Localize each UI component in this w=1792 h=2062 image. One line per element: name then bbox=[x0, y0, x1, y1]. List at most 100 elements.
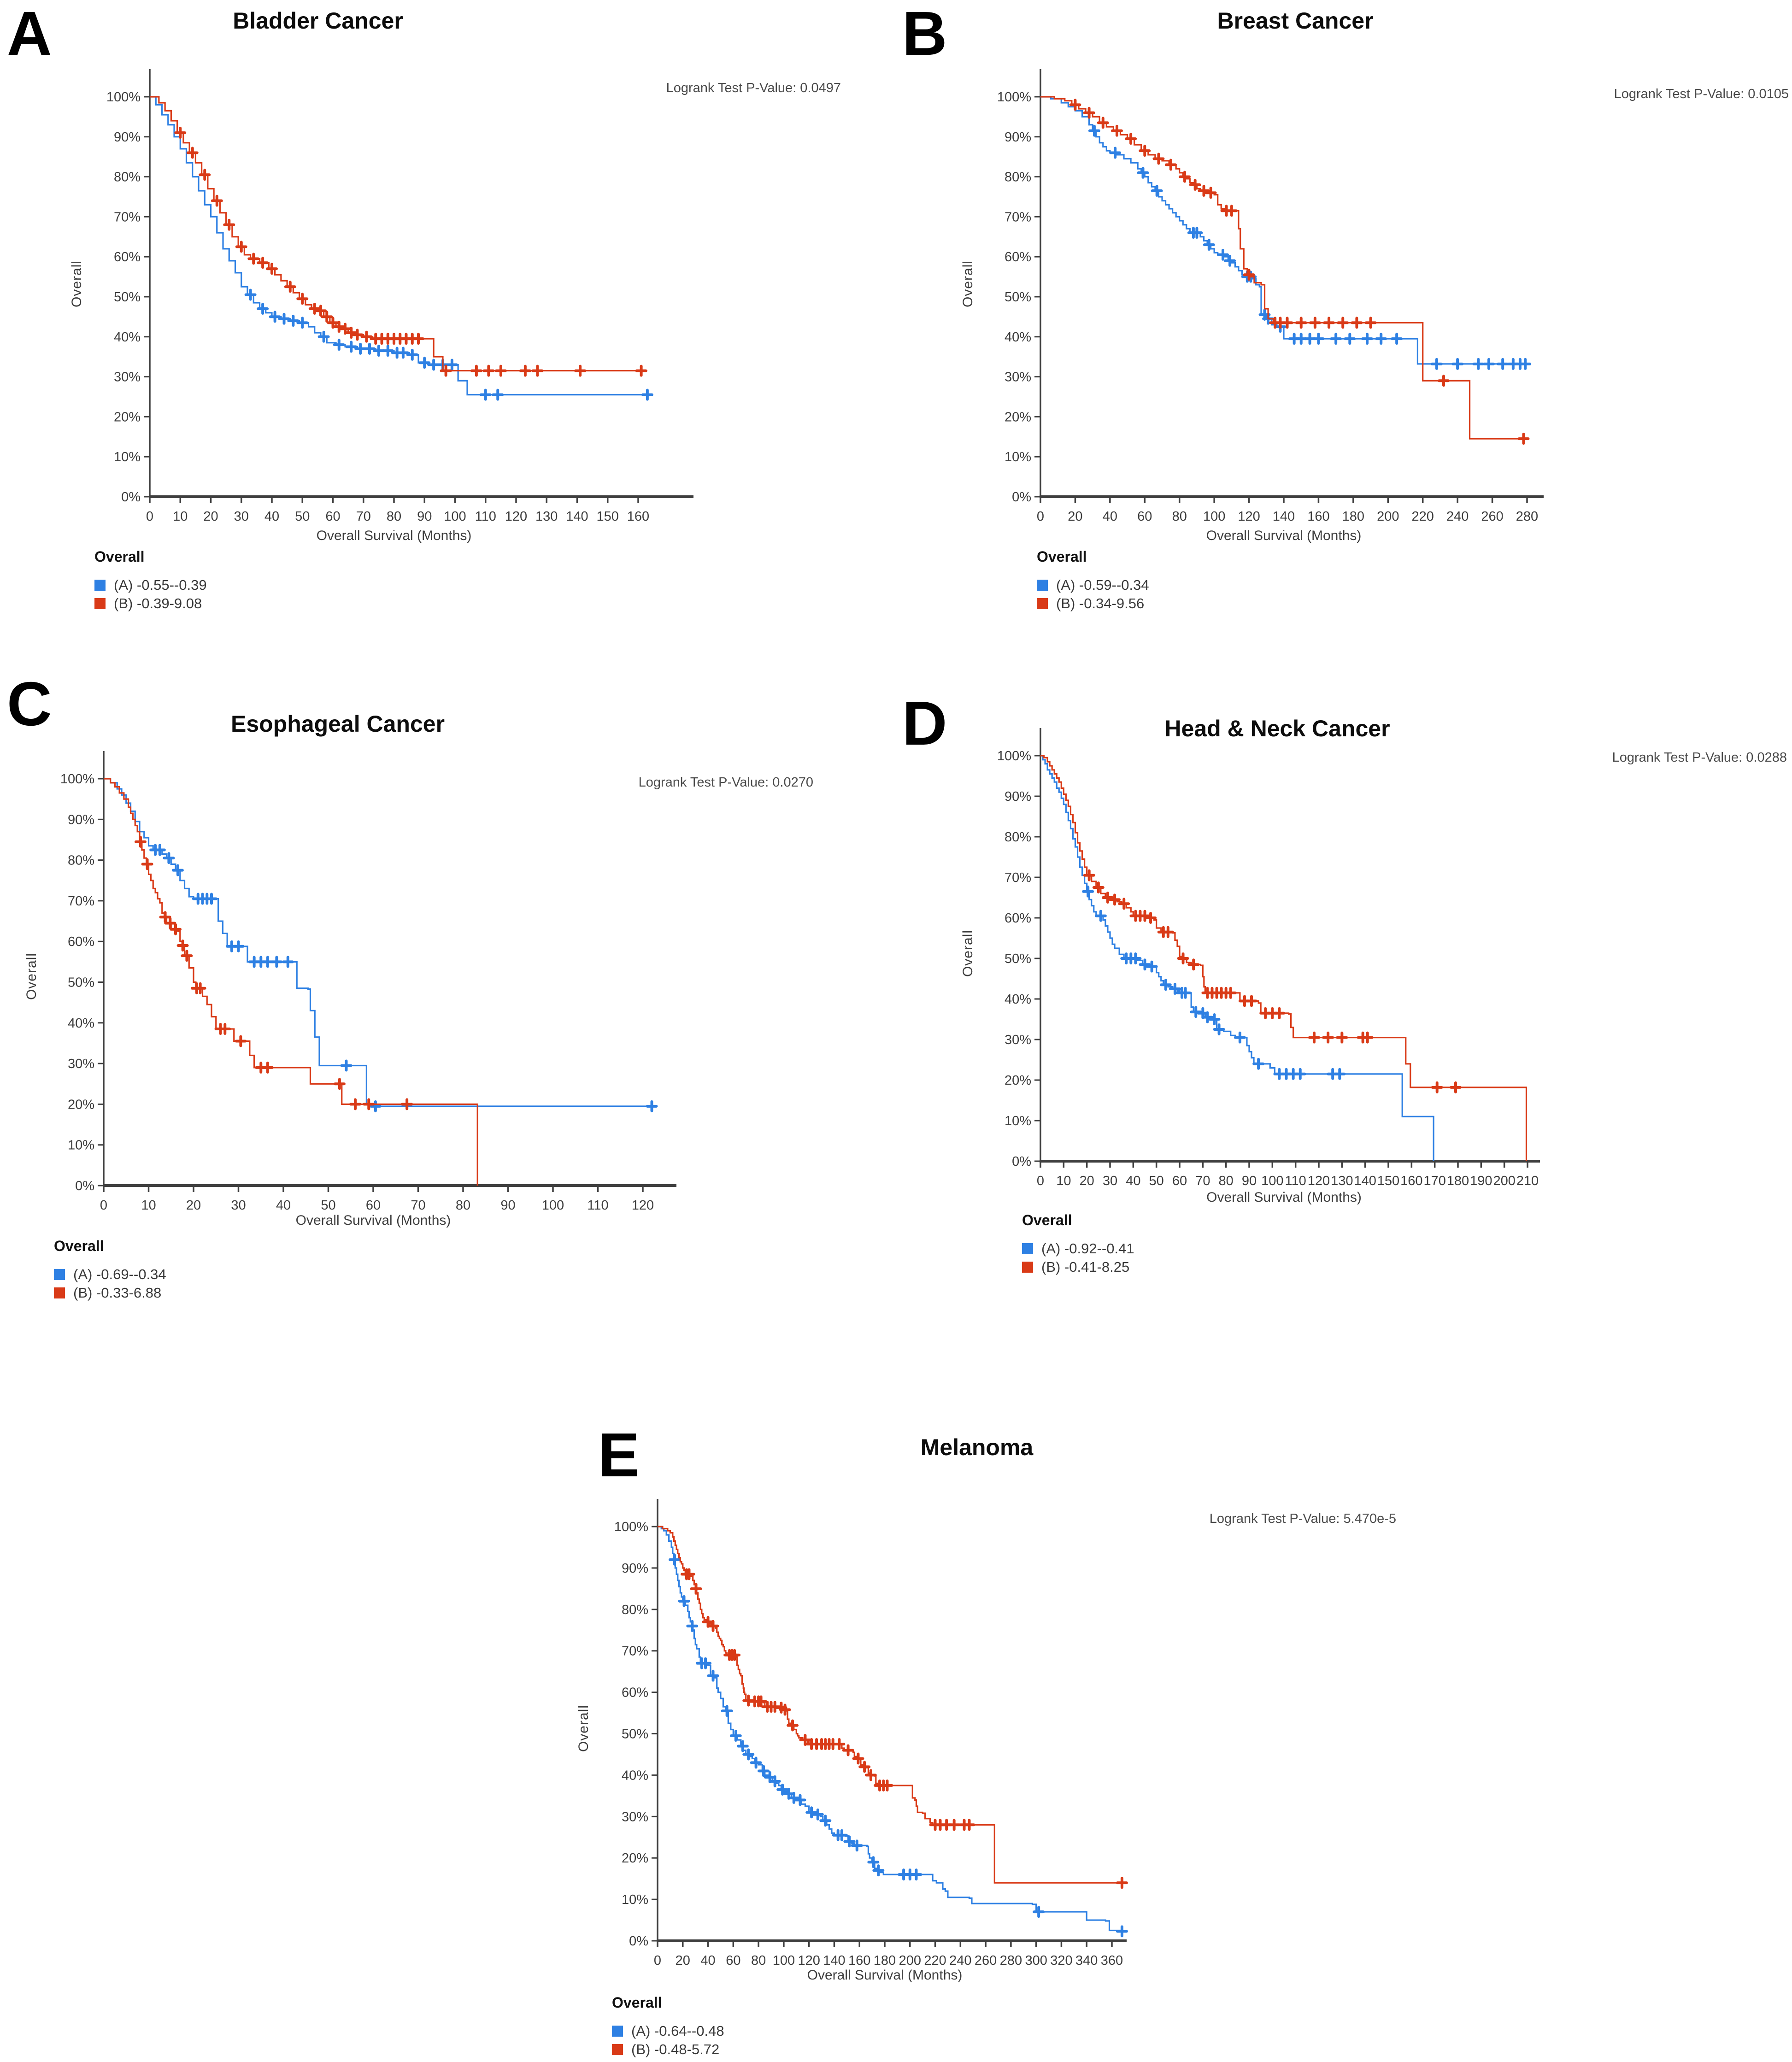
svg-text:160: 160 bbox=[627, 509, 649, 524]
legend-title: Overall bbox=[54, 1238, 104, 1254]
svg-text:40: 40 bbox=[264, 509, 279, 524]
legend-item: (A) -0.59--0.34 bbox=[1037, 577, 1149, 593]
legend-title: Overall bbox=[1022, 1212, 1072, 1228]
svg-text:60%: 60% bbox=[68, 934, 94, 949]
legend-item: (B) -0.48-5.72 bbox=[612, 2041, 724, 2057]
panel-letter: A bbox=[7, 0, 52, 68]
legend-label: (B) -0.41-8.25 bbox=[1041, 1259, 1130, 1275]
svg-text:160: 160 bbox=[848, 1953, 870, 1968]
svg-text:70%: 70% bbox=[68, 894, 94, 909]
panel-title: Breast Cancer bbox=[1217, 8, 1374, 34]
svg-text:80: 80 bbox=[456, 1198, 470, 1213]
legend-label: (B) -0.34-9.56 bbox=[1056, 595, 1145, 611]
legend: Overall (A) -0.59--0.34 (B) -0.34-9.56 bbox=[1037, 548, 1149, 611]
svg-text:180: 180 bbox=[874, 1953, 896, 1968]
svg-text:60%: 60% bbox=[622, 1686, 648, 1700]
svg-text:20: 20 bbox=[676, 1953, 690, 1968]
svg-text:60: 60 bbox=[366, 1198, 381, 1213]
svg-text:90%: 90% bbox=[622, 1561, 648, 1576]
svg-text:170: 170 bbox=[1423, 1174, 1445, 1188]
svg-text:0: 0 bbox=[100, 1198, 107, 1213]
svg-text:0%: 0% bbox=[75, 1179, 94, 1193]
svg-text:80%: 80% bbox=[1005, 830, 1031, 845]
panel-breast-cancer: B Breast Cancer Logrank Test P-Value: 0.… bbox=[896, 0, 1792, 682]
panel-title: Bladder Cancer bbox=[233, 8, 403, 34]
svg-text:60%: 60% bbox=[1005, 911, 1031, 926]
panel-head-neck-cancer: D Head & Neck Cancer Logrank Test P-Valu… bbox=[896, 677, 1792, 1396]
svg-text:100%: 100% bbox=[997, 749, 1031, 764]
svg-text:40%: 40% bbox=[622, 1768, 648, 1783]
legend-item: (B) -0.41-8.25 bbox=[1022, 1259, 1134, 1275]
svg-text:10%: 10% bbox=[114, 450, 141, 464]
legend: Overall (A) -0.55--0.39 (B) -0.39-9.08 bbox=[94, 548, 207, 611]
legend-swatch-red bbox=[1022, 1262, 1033, 1273]
panel-title: Melanoma bbox=[920, 1434, 1034, 1460]
svg-text:0%: 0% bbox=[629, 1934, 648, 1949]
svg-text:120: 120 bbox=[1308, 1174, 1330, 1188]
svg-text:40%: 40% bbox=[68, 1016, 94, 1031]
svg-text:90: 90 bbox=[500, 1198, 515, 1213]
svg-text:320: 320 bbox=[1050, 1953, 1072, 1968]
legend-label: (B) -0.48-5.72 bbox=[631, 2041, 720, 2057]
svg-text:240: 240 bbox=[949, 1953, 971, 1968]
svg-text:210: 210 bbox=[1516, 1174, 1539, 1188]
legend-label: (A) -0.55--0.39 bbox=[114, 577, 207, 593]
panel-bladder-cancer: A Bladder Cancer Logrank Test P-Value: 0… bbox=[0, 0, 896, 682]
svg-text:10%: 10% bbox=[1005, 450, 1031, 464]
legend: Overall (A) -0.64--0.48 (B) -0.48-5.72 bbox=[612, 1994, 724, 2057]
svg-text:10%: 10% bbox=[1005, 1114, 1031, 1128]
svg-text:20: 20 bbox=[1068, 509, 1082, 524]
svg-text:70: 70 bbox=[356, 509, 371, 524]
svg-text:0%: 0% bbox=[1012, 490, 1031, 505]
svg-text:100%: 100% bbox=[997, 90, 1031, 105]
svg-text:30%: 30% bbox=[1005, 370, 1031, 385]
svg-text:20%: 20% bbox=[114, 410, 141, 424]
panel-letter: B bbox=[902, 0, 947, 68]
svg-text:80: 80 bbox=[1172, 509, 1187, 524]
km-plot: 0% 10% 20% 30% 40% 50% 60% 70% 80% 90% 100% 0 20 40 60… bbox=[614, 1499, 1128, 1968]
svg-text:80: 80 bbox=[751, 1953, 766, 1968]
svg-text:70%: 70% bbox=[1005, 870, 1031, 885]
svg-text:50%: 50% bbox=[114, 290, 141, 305]
svg-text:50%: 50% bbox=[622, 1727, 648, 1742]
svg-text:190: 190 bbox=[1470, 1174, 1492, 1188]
svg-text:130: 130 bbox=[535, 509, 558, 524]
svg-text:100: 100 bbox=[1203, 509, 1225, 524]
svg-text:70%: 70% bbox=[114, 210, 141, 224]
svg-text:70%: 70% bbox=[1005, 210, 1031, 224]
panel-letter: D bbox=[902, 688, 947, 758]
svg-text:30%: 30% bbox=[68, 1057, 94, 1071]
legend-item: (A) -0.92--0.41 bbox=[1022, 1240, 1134, 1257]
x-axis-label: Overall Survival (Months) bbox=[807, 1968, 963, 1983]
svg-text:110: 110 bbox=[475, 509, 496, 524]
legend-item: (B) -0.39-9.08 bbox=[94, 595, 207, 611]
svg-text:260: 260 bbox=[1481, 509, 1503, 524]
svg-text:100%: 100% bbox=[614, 1520, 648, 1534]
legend-item: (B) -0.33-6.88 bbox=[54, 1285, 166, 1301]
svg-text:80: 80 bbox=[387, 509, 401, 524]
svg-text:150: 150 bbox=[1377, 1174, 1399, 1188]
svg-text:300: 300 bbox=[1025, 1953, 1047, 1968]
legend-title: Overall bbox=[612, 1994, 662, 2011]
svg-text:70%: 70% bbox=[622, 1644, 648, 1659]
svg-text:100%: 100% bbox=[106, 90, 141, 105]
svg-text:30: 30 bbox=[231, 1198, 246, 1213]
legend-swatch-red bbox=[612, 2044, 623, 2055]
svg-text:50: 50 bbox=[321, 1198, 335, 1213]
svg-text:110: 110 bbox=[587, 1198, 608, 1213]
y-axis-label: Overall bbox=[69, 260, 84, 308]
svg-text:140: 140 bbox=[1354, 1174, 1376, 1188]
svg-text:40: 40 bbox=[1103, 509, 1117, 524]
svg-text:20%: 20% bbox=[622, 1851, 648, 1866]
panel-letter: E bbox=[598, 1420, 640, 1490]
svg-text:110: 110 bbox=[1285, 1174, 1306, 1188]
legend-label: (A) -0.64--0.48 bbox=[631, 2023, 724, 2039]
svg-text:10: 10 bbox=[173, 509, 188, 524]
svg-text:200: 200 bbox=[1377, 509, 1399, 524]
svg-text:100: 100 bbox=[542, 1198, 564, 1213]
svg-text:80%: 80% bbox=[622, 1603, 648, 1617]
svg-text:50: 50 bbox=[1149, 1174, 1164, 1188]
svg-text:60: 60 bbox=[325, 509, 340, 524]
svg-text:220: 220 bbox=[924, 1953, 946, 1968]
svg-text:0: 0 bbox=[1037, 509, 1044, 524]
